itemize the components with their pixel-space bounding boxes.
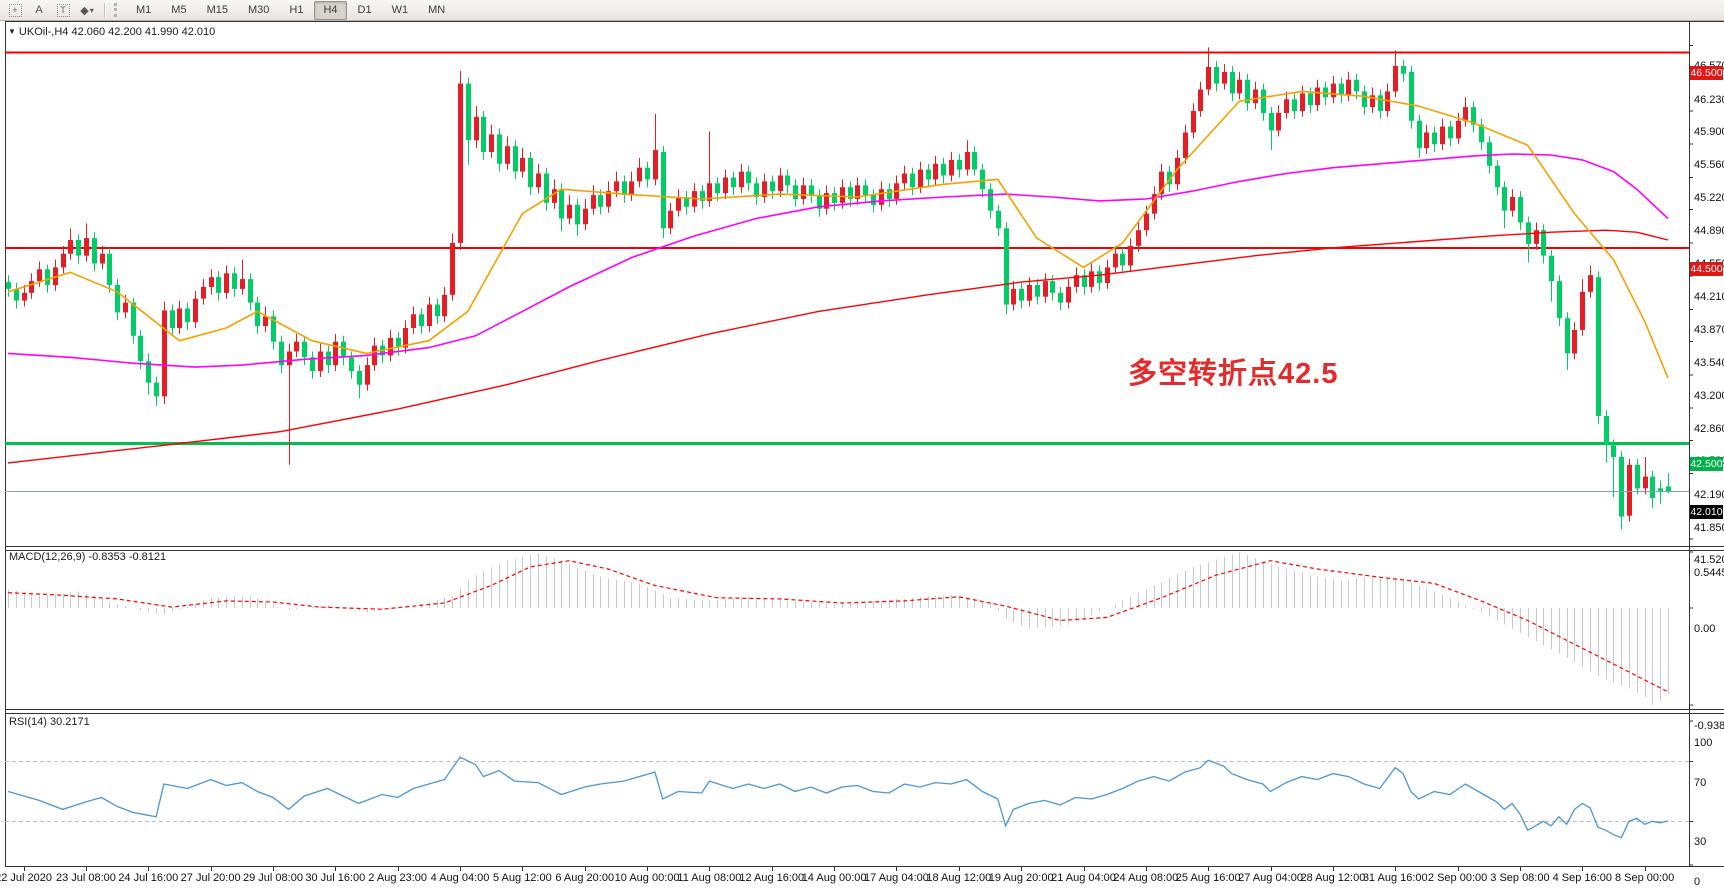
rsi-axis-label: 0 — [1694, 876, 1701, 888]
timeframe-button-d1[interactable]: D1 — [357, 4, 372, 16]
time-axis-label: 22 Jul 2020 — [0, 872, 53, 884]
macd-signal-line — [7, 560, 1669, 693]
rsi-axis-label: 100 — [1694, 737, 1713, 749]
time-axis-label: 6 Aug 20:00 — [555, 872, 615, 884]
ma-orange-line — [7, 90, 1669, 379]
rsi-line — [7, 756, 1669, 839]
time-axis-label: 2 Sep 00:00 — [1427, 872, 1488, 884]
price-axis-label: 42.190 — [1694, 488, 1724, 501]
time-axis-label: 23 Jul 08:00 — [55, 872, 116, 884]
ma-red-line — [7, 229, 1669, 464]
crosshair-tool-icon[interactable]: + — [4, 2, 26, 19]
toolbar: + A T ◆ ▾ M1 M5 M15 M30 H1 H4 D1 W1 MN — [0, 0, 1724, 21]
symbol-dropdown-icon[interactable]: ▼ — [8, 27, 16, 36]
timeframe-button-mn[interactable]: MN — [428, 4, 446, 16]
time-axis-label: 28 Aug 12:00 — [1300, 872, 1366, 884]
price-level-badge: 46.500 — [1690, 66, 1723, 81]
time-axis-label: 31 Aug 16:00 — [1362, 872, 1428, 884]
time-axis-label: 29 Jul 08:00 — [243, 872, 303, 884]
price-level-badge: 42.010 — [1690, 505, 1723, 520]
dropdown-caret-icon[interactable]: ▾ — [89, 5, 94, 15]
time-axis-label: 24 Aug 08:00 — [1113, 872, 1179, 884]
price-axis-label: 44.890 — [1694, 224, 1724, 237]
price-axis-label: 45.220 — [1694, 192, 1724, 205]
panel-borders — [5, 21, 1724, 867]
axis-ticks — [24, 44, 1693, 871]
timeframe-button-h4[interactable]: H4 — [314, 0, 347, 20]
macd-axis-label: 0.00 — [1694, 623, 1716, 636]
macd-indicator-label: MACD(12,26,9) -0.8353 -0.8121 — [9, 551, 167, 563]
price-axis-label: 46.230 — [1694, 93, 1724, 106]
timeframe-button-m1[interactable]: M1 — [136, 4, 152, 16]
chart-area[interactable]: ▼ UKOil-,H4 42.060 42.200 41.990 42.010 M… — [0, 21, 1724, 893]
price-axis-label: 45.900 — [1694, 125, 1724, 138]
time-axis-label: 27 Jul 20:00 — [180, 872, 241, 884]
moving-averages-layer — [7, 90, 1669, 464]
time-axis-label: 8 Sep 00:00 — [1614, 872, 1675, 884]
time-axis-label: 11 Aug 08:00 — [677, 872, 742, 884]
time-axis-label: 25 Aug 16:00 — [1175, 872, 1241, 884]
rsi-axis-label: 30 — [1694, 836, 1707, 849]
chart-annotation-text: 多空转折点42.5 — [1128, 358, 1339, 390]
time-axis-label: 21 Aug 04:00 — [1051, 872, 1116, 884]
time-axis-label: 12 Aug 16:00 — [739, 872, 805, 884]
time-axis-label: 14 Aug 00:00 — [801, 872, 867, 884]
symbol-title: ▼ UKOil-,H4 42.060 42.200 41.990 42.010 — [8, 26, 215, 38]
chart-canvas[interactable] — [0, 21, 1724, 893]
price-level-badge: 42.500 — [1690, 457, 1723, 472]
macd-axis-label: 0.5445 — [1694, 567, 1724, 579]
timeframe-button-w1[interactable]: W1 — [391, 4, 409, 16]
time-axis-label: 18 Aug 12:00 — [926, 872, 992, 884]
timeframe-button-m5[interactable]: M5 — [171, 4, 187, 16]
candles-layer[interactable] — [6, 47, 1671, 530]
price-axis-label: 41.850 — [1694, 521, 1724, 534]
time-axis-label: 19 Aug 20:00 — [988, 872, 1054, 884]
toolbar-drag-handle[interactable] — [114, 3, 122, 17]
rsi-indicator-label: RSI(14) 30.2171 — [9, 716, 90, 728]
price-level-badge: 44.500 — [1690, 261, 1723, 276]
price-axis-label: 42.860 — [1694, 423, 1724, 436]
timeframe-button-m15[interactable]: M15 — [206, 4, 228, 16]
price-axis-label: 43.200 — [1694, 389, 1724, 402]
price-axis-label: 43.870 — [1694, 324, 1724, 337]
time-axis-label: 30 Jul 16:00 — [305, 872, 366, 884]
macd-axis-label: -0.9389 — [1694, 720, 1724, 732]
time-axis-label: 27 Aug 04:00 — [1238, 872, 1303, 884]
price-axis-label: 41.520 — [1694, 554, 1724, 567]
text-label-tool-icon[interactable]: A — [35, 4, 43, 16]
objects-arrows-tool-icon[interactable]: ◆ ▾ — [80, 4, 94, 17]
timeframe-button-h1[interactable]: H1 — [289, 4, 304, 16]
timeframe-button-m30[interactable]: M30 — [247, 4, 270, 16]
time-axis-label: 17 Aug 04:00 — [864, 872, 929, 884]
symbol-ohlc-text: UKOil-,H4 42.060 42.200 41.990 42.010 — [18, 26, 216, 38]
rsi-axis-label: 70 — [1694, 776, 1707, 789]
horizontal-level-lines[interactable] — [5, 51, 1689, 445]
time-axis-label: 10 Aug 00:00 — [614, 872, 680, 884]
toolbar-separator — [104, 2, 105, 18]
text-box-tool-icon[interactable]: T — [52, 2, 74, 19]
macd-layer — [7, 552, 1669, 705]
price-axis-label: 45.560 — [1694, 159, 1724, 172]
time-axis-label: 5 Aug 12:00 — [492, 872, 552, 884]
time-axis-label: 2 Aug 23:00 — [368, 872, 428, 884]
ma-magenta-line — [7, 153, 1669, 368]
time-axis-label: 3 Sep 08:00 — [1490, 872, 1550, 884]
time-axis-label: 4 Aug 04:00 — [430, 872, 490, 884]
rsi-layer — [5, 756, 1689, 839]
time-axis-label: 24 Jul 16:00 — [118, 872, 179, 884]
time-axis-label: 4 Sep 16:00 — [1552, 872, 1612, 884]
price-axis-label: 43.540 — [1694, 356, 1724, 369]
price-axis-label: 44.210 — [1694, 291, 1724, 304]
